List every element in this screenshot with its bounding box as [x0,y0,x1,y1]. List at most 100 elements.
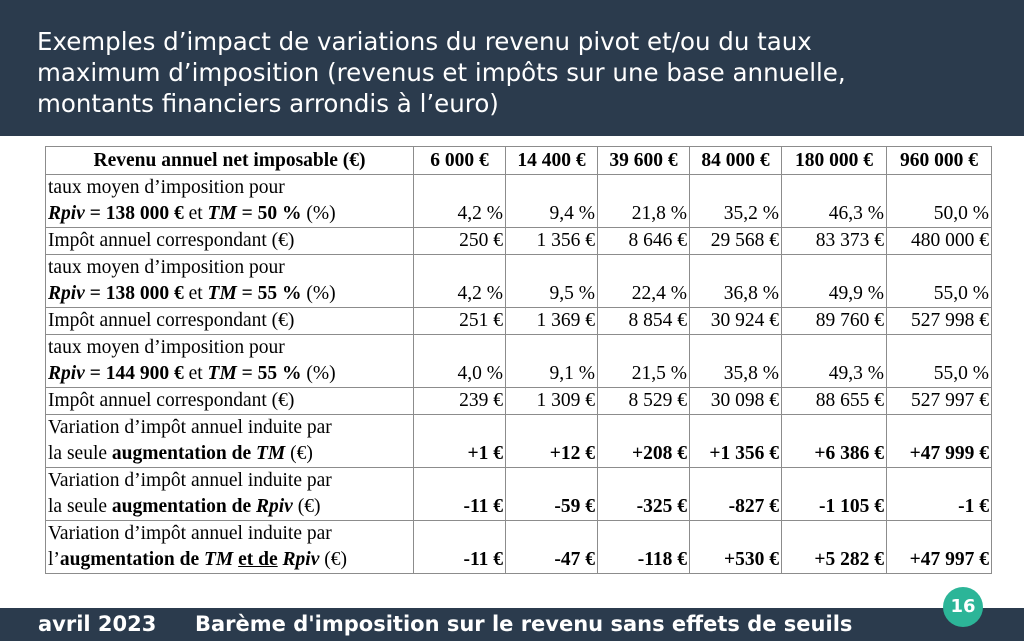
column-header: 39 600 € [597,146,690,175]
label-conjunction: et [183,363,208,384]
row-label-line: l’augmentation de TM et de Rpiv (€) [48,547,411,573]
rpiv-value: = 138 000 € [84,203,184,224]
table-cell: 55,0 % [886,254,992,308]
table-cell: 88 655 € [781,387,887,415]
table-cell: 4,2 % [413,254,506,308]
tm-value: = 55 % [236,283,302,304]
row-label: Variation d’impôt annuel induite par l’a… [45,520,414,574]
rpiv-symbol: Rpiv [48,363,85,384]
table-cell: 30 924 € [689,307,782,335]
label-prefix: la seule [48,443,112,464]
table-row: taux moyen d’imposition pour Rpiv = 138 … [45,254,992,308]
table-header-row: Revenu annuel net imposable (€) 6 000 € … [45,146,992,175]
row-label-line: taux moyen d’imposition pour [48,257,285,278]
table-cell: 1 369 € [505,307,598,335]
label-unit: (€) [292,496,321,517]
table-cell: 9,1 % [505,334,598,388]
table-cell: -59 € [505,467,598,521]
table-row: Impôt annuel correspondant (€) 250 € 1 3… [45,227,992,255]
label-prefix: l’ [48,549,60,570]
table-cell: +1 € [413,414,506,468]
table-cell: 1 356 € [505,227,598,255]
tm-value: = 50 % [236,203,302,224]
table-cell: 30 098 € [689,387,782,415]
rpiv-symbol: Rpiv [255,496,293,517]
table-cell: 89 760 € [781,307,887,335]
row-label: taux moyen d’imposition pour Rpiv = 144 … [45,334,414,388]
rpiv-value: = 138 000 € [84,283,184,304]
row-label-line: taux moyen d’imposition pour [48,177,285,198]
slide-title-line-1: Exemples d’impact de variations du reven… [37,27,812,56]
table-cell: 29 568 € [689,227,782,255]
table-cell: 9,4 % [505,174,598,228]
row-label-line: la seule augmentation de TM (€) [48,441,411,467]
table-row: Impôt annuel correspondant (€) 239 € 1 3… [45,387,992,415]
table-cell: 1 309 € [505,387,598,415]
tm-symbol: TM [204,549,234,570]
row-label-line: Variation d’impôt annuel induite par [48,417,332,438]
label-unit: (%) [301,203,336,224]
table-cell: 9,5 % [505,254,598,308]
row-label-line: Variation d’impôt annuel induite par [48,523,332,544]
table-cell: -1 € [886,467,992,521]
footer-date: avril 2023 [38,612,157,636]
label-prefix: la seule [48,496,112,517]
row-label: taux moyen d’imposition pour Rpiv = 138 … [45,174,414,228]
table-cell: +47 999 € [886,414,992,468]
row-label-line: Variation d’impôt annuel induite par [48,470,332,491]
tm-symbol: TM [255,443,286,464]
table-cell: -827 € [689,467,782,521]
tax-table: Revenu annuel net imposable (€) 6 000 € … [45,146,992,574]
rpiv-symbol: Rpiv [282,549,320,570]
table-cell: +208 € [597,414,690,468]
column-header: 6 000 € [413,146,506,175]
row-label-line: Rpiv = 138 000 € et TM = 50 % (%) [48,201,411,227]
label-unit: (%) [301,363,336,384]
label-unit: (€) [319,549,348,570]
table-cell: 250 € [413,227,506,255]
table-row: Variation d’impôt annuel induite par la … [45,414,992,468]
table-cell: 46,3 % [781,174,887,228]
row-label: Variation d’impôt annuel induite par la … [45,414,414,468]
column-header: 960 000 € [886,146,992,175]
label-conjunction: et [183,203,208,224]
column-header: 84 000 € [689,146,782,175]
row-label-line: la seule augmentation de Rpiv (€) [48,494,411,520]
label-bold: augmentation de [59,549,205,570]
slide-header: Exemples d’impact de variations du reven… [0,0,1024,136]
label-conjunction: et [183,283,208,304]
column-header: Revenu annuel net imposable (€) [45,146,414,175]
rpiv-symbol: Rpiv [48,283,85,304]
row-label: Impôt annuel correspondant (€) [45,227,414,255]
table-cell: 83 373 € [781,227,887,255]
label-bold: augmentation de [111,443,256,464]
tm-value: = 55 % [236,363,302,384]
table-cell: 35,2 % [689,174,782,228]
footer-title: Barème d'imposition sur le revenu sans e… [195,612,853,636]
slide-footer: avril 2023 Barème d'imposition sur le re… [0,608,1024,641]
table-cell: +47 997 € [886,520,992,574]
row-label-line: Rpiv = 138 000 € et TM = 55 % (%) [48,281,411,307]
table-cell: -325 € [597,467,690,521]
tm-symbol: TM [207,283,237,304]
column-header: 180 000 € [781,146,887,175]
table-cell: 21,8 % [597,174,690,228]
table-row: taux moyen d’imposition pour Rpiv = 138 … [45,174,992,228]
table-row: Impôt annuel correspondant (€) 251 € 1 3… [45,307,992,335]
table-cell: +5 282 € [781,520,887,574]
table-cell: 49,3 % [781,334,887,388]
table-cell: -1 105 € [781,467,887,521]
table-cell: +1 356 € [689,414,782,468]
row-label: taux moyen d’imposition pour Rpiv = 138 … [45,254,414,308]
slide-title-line-2: maximum d’imposition (revenus et impôts … [37,58,846,87]
rpiv-value: = 144 900 € [84,363,184,384]
label-unit: (%) [301,283,336,304]
label-conjunction: et de [238,549,278,570]
table-cell: -11 € [413,520,506,574]
row-label: Impôt annuel correspondant (€) [45,387,414,415]
row-label: Impôt annuel correspondant (€) [45,307,414,335]
table-cell: 8 646 € [597,227,690,255]
row-label-line: taux moyen d’imposition pour [48,337,285,358]
table-cell: 527 998 € [886,307,992,335]
table-cell: 21,5 % [597,334,690,388]
